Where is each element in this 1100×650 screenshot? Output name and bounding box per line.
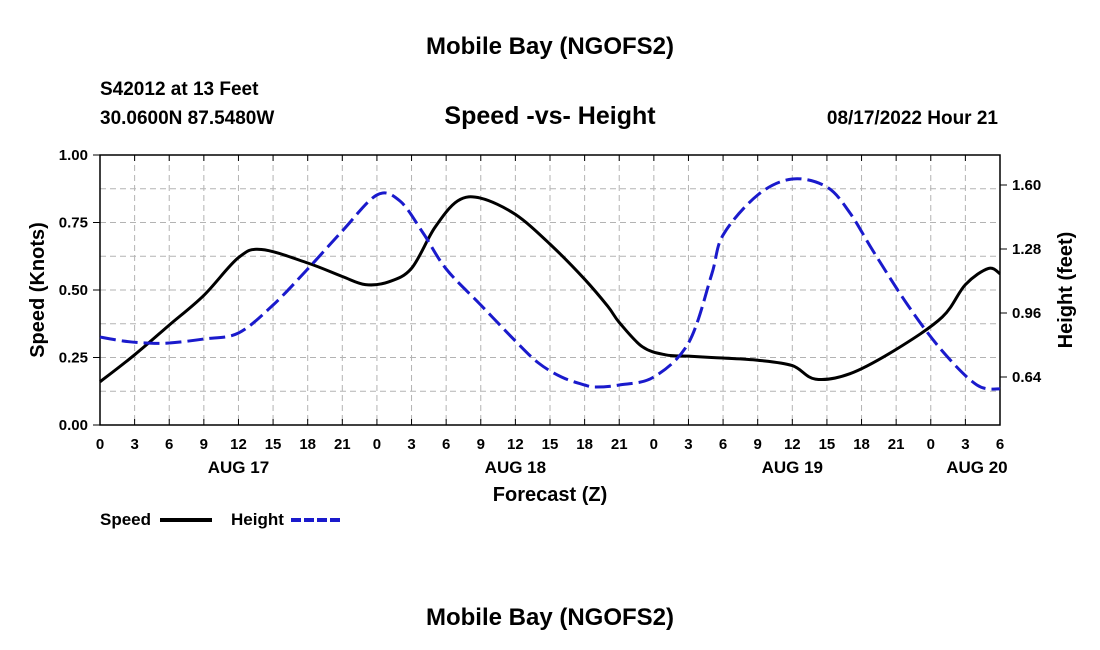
x-tick-label: 3 bbox=[684, 436, 692, 453]
x-tick-label: 21 bbox=[888, 436, 905, 453]
y2-tick-label: 0.96 bbox=[1012, 305, 1041, 322]
x-tick-label: 3 bbox=[407, 436, 415, 453]
x-tick-label: 12 bbox=[784, 436, 801, 453]
x-tick-label: 9 bbox=[477, 436, 485, 453]
x-tick-label: 12 bbox=[230, 436, 247, 453]
y-tick-label: 0.75 bbox=[59, 215, 88, 232]
y-axis-label: Speed (Knots) bbox=[27, 222, 49, 358]
series bbox=[99, 177, 1001, 391]
station-label: S42012 at 13 Feet bbox=[100, 79, 259, 100]
x-tick-label: 0 bbox=[927, 436, 935, 453]
x-tick-label: 15 bbox=[542, 436, 559, 453]
y2-tick-label: 0.64 bbox=[1012, 369, 1042, 386]
y-tick-label: 0.00 bbox=[59, 417, 88, 434]
grid bbox=[100, 155, 1000, 425]
x-tick-label: 6 bbox=[719, 436, 727, 453]
x-tick-label: 0 bbox=[650, 436, 658, 453]
axis-ticks bbox=[93, 154, 1007, 426]
x-tick-label: 6 bbox=[165, 436, 173, 453]
x-tick-label: 18 bbox=[299, 436, 316, 453]
x-tick-label: 9 bbox=[754, 436, 762, 453]
x-axis-label: Forecast (Z) bbox=[493, 484, 607, 506]
x-tick-label: 18 bbox=[853, 436, 870, 453]
station-coordinates: 30.0600N 87.5480W bbox=[100, 108, 274, 129]
x-tick-label: 15 bbox=[819, 436, 836, 453]
legend: Speed Height bbox=[100, 510, 343, 529]
chart-title: Mobile Bay (NGOFS2) bbox=[426, 33, 674, 60]
x-tick-label: 0 bbox=[96, 436, 104, 453]
x-tick-label: 15 bbox=[265, 436, 282, 453]
tick-labels: 0 3 6 9 12 15 18 21 0 3 6 9 12 15 18 21 0 3 6 9 12 15 18 21 0 3 6 A… bbox=[59, 147, 1042, 477]
y-tick-label: 0.50 bbox=[59, 282, 88, 299]
y2-tick-label: 1.28 bbox=[1012, 241, 1041, 258]
chart-subtitle: Speed -vs- Height bbox=[444, 102, 656, 130]
x-day-label: AUG 20 bbox=[946, 458, 1007, 477]
footer-title: Mobile Bay (NGOFS2) bbox=[426, 604, 674, 631]
x-day-label: AUG 17 bbox=[208, 458, 269, 477]
x-tick-label: 12 bbox=[507, 436, 524, 453]
y-tick-label: 0.25 bbox=[59, 350, 88, 367]
y2-axis-label: Height (feet) bbox=[1055, 232, 1077, 349]
x-tick-label: 21 bbox=[334, 436, 351, 453]
x-tick-label: 9 bbox=[200, 436, 208, 453]
forecast-datetime: 08/17/2022 Hour 21 bbox=[827, 108, 999, 129]
x-tick-label: 6 bbox=[442, 436, 450, 453]
x-tick-label: 21 bbox=[611, 436, 628, 453]
x-tick-label: 3 bbox=[961, 436, 969, 453]
x-day-label: AUG 19 bbox=[762, 458, 823, 477]
y-tick-label: 1.00 bbox=[59, 147, 88, 164]
speed-series-line bbox=[99, 195, 1001, 383]
x-tick-label: 0 bbox=[373, 436, 381, 453]
x-tick-label: 3 bbox=[130, 436, 138, 453]
legend-speed-label: Speed bbox=[100, 510, 151, 529]
x-tick-label: 6 bbox=[996, 436, 1004, 453]
x-day-label: AUG 18 bbox=[485, 458, 546, 477]
legend-height-label: Height bbox=[231, 510, 284, 529]
y2-tick-label: 1.60 bbox=[1012, 177, 1041, 194]
height-series-line bbox=[99, 177, 1001, 391]
x-tick-label: 18 bbox=[576, 436, 593, 453]
